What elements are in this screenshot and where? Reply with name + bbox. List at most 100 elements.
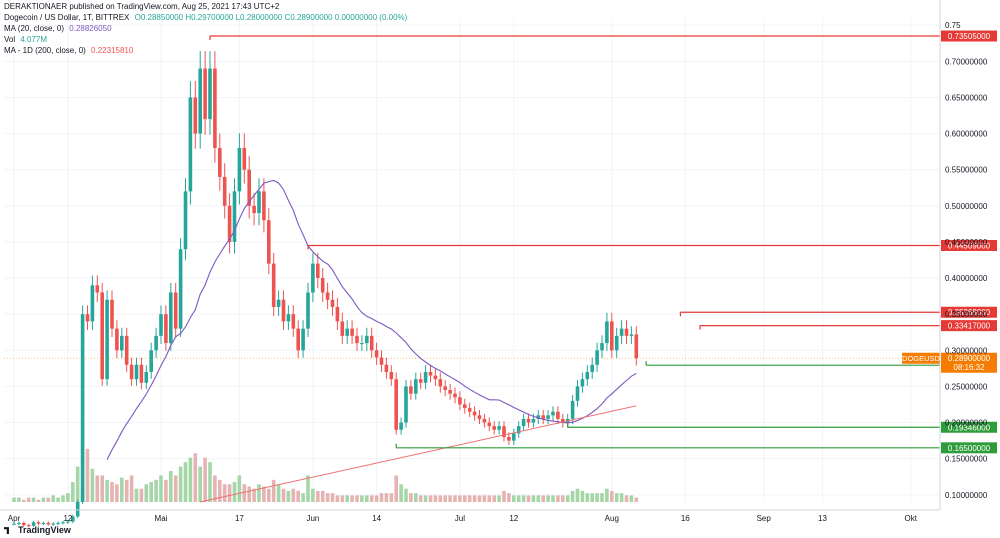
candle-body[interactable] bbox=[365, 335, 369, 344]
candle-body[interactable] bbox=[41, 522, 46, 524]
candle-body[interactable] bbox=[418, 379, 423, 383]
candle-body[interactable] bbox=[561, 418, 565, 423]
candle-body[interactable] bbox=[276, 299, 281, 307]
candle-body[interactable] bbox=[115, 328, 119, 351]
candle-body[interactable] bbox=[507, 436, 511, 441]
candle-body[interactable] bbox=[85, 314, 90, 322]
candle-body[interactable] bbox=[570, 400, 575, 419]
symbol-title[interactable]: Dogecoin / US Dollar, 1T, BITTREX bbox=[4, 13, 130, 22]
candle-body[interactable] bbox=[56, 522, 60, 524]
candle-body[interactable] bbox=[546, 415, 550, 419]
candle-body[interactable] bbox=[575, 386, 580, 401]
candle-body[interactable] bbox=[497, 426, 501, 430]
candle-body[interactable] bbox=[12, 523, 16, 525]
candle-body[interactable] bbox=[36, 522, 41, 524]
candle-body[interactable] bbox=[389, 371, 394, 380]
legend-volume[interactable]: Vol 4.077M bbox=[4, 34, 50, 45]
candle-body[interactable] bbox=[330, 299, 335, 307]
candle-body[interactable] bbox=[595, 350, 599, 365]
candle-body[interactable] bbox=[482, 418, 487, 423]
candle-body[interactable] bbox=[311, 263, 315, 293]
candle-body[interactable] bbox=[384, 364, 389, 372]
candle-body[interactable] bbox=[66, 521, 70, 523]
candle-body[interactable] bbox=[134, 364, 139, 380]
candle-body[interactable] bbox=[472, 411, 477, 416]
candle-body[interactable] bbox=[296, 328, 300, 351]
candle-body[interactable] bbox=[423, 371, 428, 383]
candle-body[interactable] bbox=[526, 418, 531, 423]
candle-body[interactable] bbox=[355, 335, 359, 344]
candle-body[interactable] bbox=[629, 334, 634, 336]
candle-body[interactable] bbox=[291, 314, 296, 329]
candle-body[interactable] bbox=[614, 335, 619, 351]
candle-body[interactable] bbox=[624, 328, 629, 336]
candle-body[interactable] bbox=[80, 314, 85, 502]
candle-body[interactable] bbox=[350, 328, 354, 336]
candle-body[interactable] bbox=[129, 364, 134, 380]
candle-body[interactable] bbox=[203, 68, 207, 120]
candle-body[interactable] bbox=[453, 393, 457, 398]
candle-body[interactable] bbox=[409, 386, 413, 394]
candle-body[interactable] bbox=[105, 299, 109, 380]
candle-body[interactable] bbox=[178, 249, 183, 329]
candle-body[interactable] bbox=[95, 285, 100, 293]
candle-body[interactable] bbox=[345, 328, 349, 336]
candle-body[interactable] bbox=[360, 343, 364, 345]
candle-body[interactable] bbox=[590, 364, 594, 372]
candle-body[interactable] bbox=[213, 68, 217, 149]
candle-body[interactable] bbox=[521, 418, 526, 427]
tradingview-logo[interactable]: TradingView bbox=[4, 525, 71, 535]
candle-body[interactable] bbox=[173, 292, 178, 329]
candle-body[interactable] bbox=[610, 321, 614, 351]
candle-body[interactable] bbox=[75, 502, 80, 517]
candle-body[interactable] bbox=[458, 397, 462, 405]
candle-body[interactable] bbox=[120, 335, 124, 351]
candle-body[interactable] bbox=[551, 411, 555, 416]
candle-body[interactable] bbox=[61, 522, 65, 524]
candle-body[interactable] bbox=[585, 371, 590, 380]
candle-body[interactable] bbox=[257, 191, 261, 214]
candle-body[interactable] bbox=[600, 343, 604, 351]
candle-body[interactable] bbox=[394, 379, 398, 430]
candle-body[interactable] bbox=[110, 299, 114, 329]
legend-ma20[interactable]: MA (20, close, 0) 0.28826050 bbox=[4, 23, 115, 34]
candle-body[interactable] bbox=[438, 379, 443, 387]
candle-body[interactable] bbox=[536, 415, 541, 419]
candle-body[interactable] bbox=[467, 408, 472, 412]
candle-body[interactable] bbox=[22, 522, 26, 526]
candle-body[interactable] bbox=[237, 148, 242, 192]
candle-body[interactable] bbox=[399, 422, 403, 430]
candle-body[interactable] bbox=[340, 321, 345, 336]
candle-body[interactable] bbox=[222, 176, 227, 206]
candle-body[interactable] bbox=[154, 335, 158, 351]
candle-body[interactable] bbox=[516, 426, 521, 434]
candle-body[interactable] bbox=[247, 169, 251, 206]
candle-body[interactable] bbox=[31, 522, 36, 526]
candle-body[interactable] bbox=[404, 386, 408, 423]
candle-body[interactable] bbox=[619, 328, 624, 336]
candle-body[interactable] bbox=[17, 522, 21, 524]
candle-body[interactable] bbox=[262, 191, 266, 221]
candle-body[interactable] bbox=[252, 205, 256, 214]
candle-body[interactable] bbox=[605, 321, 609, 344]
candle-body[interactable] bbox=[487, 422, 492, 427]
candle-body[interactable] bbox=[90, 285, 95, 322]
candle-body[interactable] bbox=[320, 278, 325, 293]
candle-body[interactable] bbox=[286, 314, 291, 322]
candle-body[interactable] bbox=[541, 415, 545, 419]
candle-body[interactable] bbox=[242, 148, 247, 170]
candle-body[interactable] bbox=[183, 191, 188, 250]
candle-body[interactable] bbox=[379, 357, 384, 365]
candle-body[interactable] bbox=[232, 191, 237, 242]
legend-ma200[interactable]: MA - 1D (200, close, 0) 0.22315810 bbox=[4, 45, 136, 56]
candle-body[interactable] bbox=[124, 335, 129, 365]
candle-body[interactable] bbox=[188, 97, 193, 192]
candle-body[interactable] bbox=[144, 371, 149, 383]
candle-body[interactable] bbox=[198, 68, 202, 134]
candle-body[interactable] bbox=[369, 335, 374, 351]
candle-body[interactable] bbox=[26, 525, 31, 527]
candle-body[interactable] bbox=[271, 263, 276, 307]
candle-body[interactable] bbox=[301, 328, 305, 351]
candle-body[interactable] bbox=[335, 306, 340, 322]
candle-body[interactable] bbox=[477, 415, 482, 419]
